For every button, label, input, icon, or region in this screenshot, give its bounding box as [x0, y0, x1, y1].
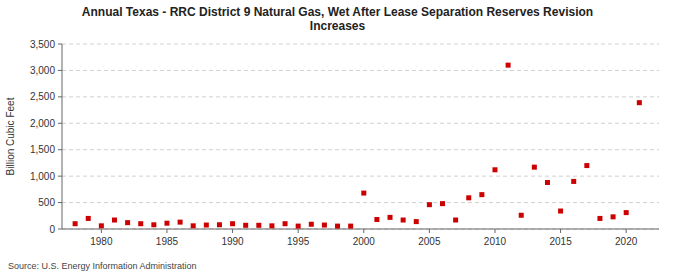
point: [269, 223, 274, 228]
point: [243, 223, 248, 228]
point: [584, 163, 589, 168]
source-note: Source: U.S. Energy Information Administ…: [8, 261, 197, 271]
point: [151, 222, 156, 227]
point: [361, 191, 366, 196]
point: [506, 63, 511, 68]
point: [99, 223, 104, 228]
point: [230, 221, 235, 226]
point: [571, 179, 576, 184]
y-tick: [58, 96, 62, 97]
x-tick-label: 2005: [418, 236, 441, 247]
point: [348, 224, 353, 229]
x-axis-line: [62, 229, 659, 230]
point: [335, 224, 340, 229]
grid-line: [62, 96, 659, 97]
point: [532, 165, 537, 170]
point: [453, 218, 458, 223]
point: [492, 167, 497, 172]
x-tick: [166, 229, 167, 233]
point: [388, 215, 393, 220]
y-tick: [58, 70, 62, 71]
point: [204, 223, 209, 228]
x-tick: [363, 229, 364, 233]
y-tick: [58, 123, 62, 124]
point: [256, 223, 261, 228]
y-tick: [58, 44, 62, 45]
y-tick-label: 1,500: [30, 144, 55, 155]
point: [637, 100, 642, 105]
x-tick: [494, 229, 495, 233]
grid-line: [62, 176, 659, 177]
point: [624, 210, 629, 215]
point: [217, 222, 222, 227]
point: [296, 224, 301, 229]
y-axis-label: Billion Cubic Feet: [5, 97, 16, 175]
y-tick-label: 3,500: [30, 39, 55, 50]
x-tick-label: 2010: [484, 236, 507, 247]
grid-line: [62, 229, 659, 230]
x-tick-label: 2000: [353, 236, 376, 247]
y-tick-label: 2,000: [30, 118, 55, 129]
point: [164, 221, 169, 226]
point: [519, 213, 524, 218]
background: [0, 0, 675, 275]
x-tick: [101, 229, 102, 233]
point: [427, 202, 432, 207]
point: [283, 221, 288, 226]
y-tick: [58, 202, 62, 203]
point: [73, 221, 78, 226]
point: [191, 223, 196, 228]
x-tick-label: 2020: [615, 236, 638, 247]
point: [309, 222, 314, 227]
x-tick-label: 1980: [90, 236, 113, 247]
y-tick-label: 1,000: [30, 171, 55, 182]
y-tick-label: 0: [49, 224, 55, 235]
y-tick-label: 2,500: [30, 91, 55, 102]
point: [112, 218, 117, 223]
x-tick: [429, 229, 430, 233]
point: [86, 216, 91, 221]
point: [466, 195, 471, 200]
chart: Annual Texas - RRC District 9 Natural Ga…: [0, 0, 675, 275]
x-tick-label: 1995: [287, 236, 310, 247]
y-tick-label: 3,000: [30, 65, 55, 76]
point: [374, 217, 379, 222]
grid-line: [62, 70, 659, 71]
point: [545, 180, 550, 185]
x-tick: [626, 229, 627, 233]
point: [401, 218, 406, 223]
point: [558, 209, 563, 214]
y-tick: [58, 176, 62, 177]
grid: [62, 44, 659, 229]
point: [414, 219, 419, 224]
axes: 0 500 1,000 1,500 2,000 2,500 3,000 3,500 1980 19…: [30, 39, 659, 248]
y-tick: [58, 149, 62, 150]
grid-line: [62, 149, 659, 150]
y-tick-label: 500: [38, 197, 55, 208]
x-tick: [298, 229, 299, 233]
point: [440, 201, 445, 206]
y-tick: [58, 229, 62, 230]
point: [125, 220, 130, 225]
point: [138, 221, 143, 226]
points: [73, 63, 642, 229]
point: [597, 216, 602, 221]
x-tick-label: 1985: [156, 236, 179, 247]
grid-line: [62, 44, 659, 45]
point: [322, 223, 327, 228]
x-tick: [232, 229, 233, 233]
point: [479, 192, 484, 197]
y-axis-line: [62, 44, 63, 229]
point: [611, 214, 616, 219]
x-tick-label: 2015: [549, 236, 572, 247]
x-tick: [560, 229, 561, 233]
point: [178, 220, 183, 225]
x-tick-label: 1990: [221, 236, 244, 247]
grid-line: [62, 123, 659, 124]
title: Annual Texas - RRC District 9 Natural Ga…: [82, 5, 593, 33]
grid-line: [62, 202, 659, 203]
